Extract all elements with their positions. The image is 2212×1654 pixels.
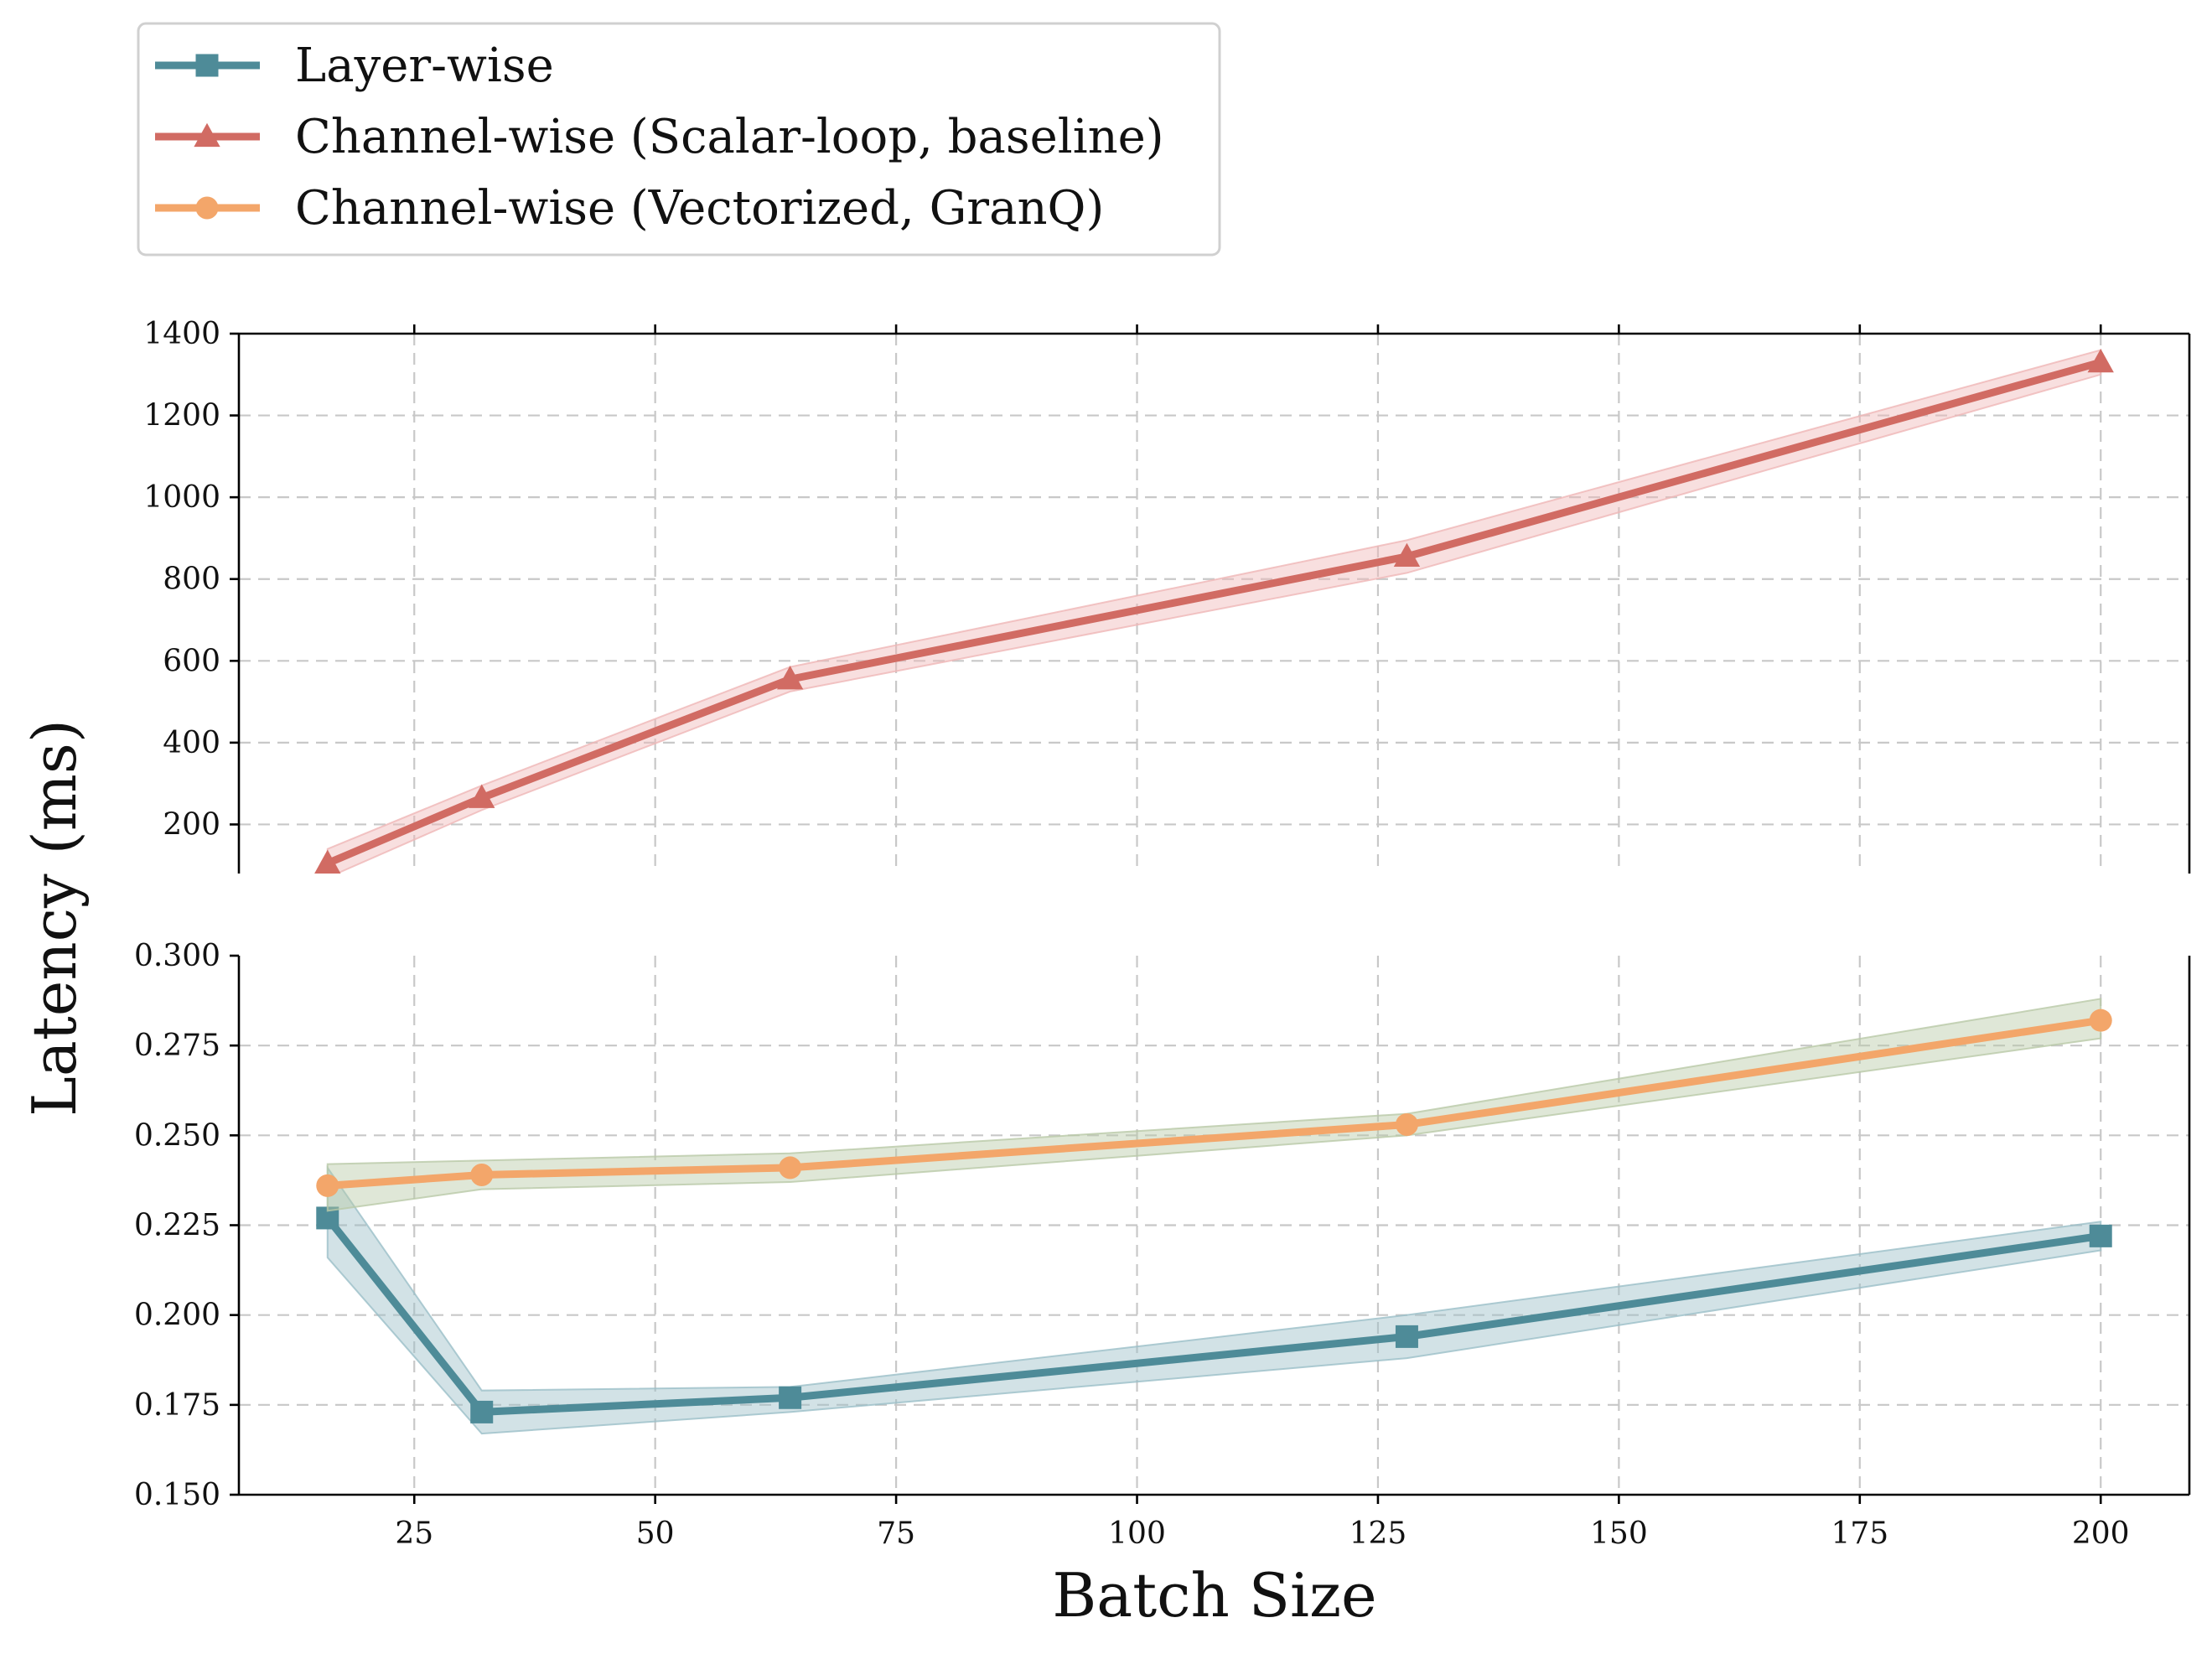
lower-y-tick-label: 0.275	[134, 1029, 220, 1063]
x-axis-label: Batch Size	[1052, 1560, 1376, 1631]
x-tick-label: 25	[395, 1517, 433, 1551]
x-tick-label: 100	[1108, 1517, 1166, 1551]
legend-label: Layer-wise	[295, 39, 554, 93]
channel_vec-data-point	[470, 1163, 494, 1186]
channel_vec-data-point	[2089, 1008, 2112, 1032]
layer-data-point	[1395, 1325, 1418, 1348]
legend-frame	[137, 22, 1221, 257]
channel_vec-data-point	[779, 1156, 802, 1180]
legend: Layer-wise Channel-wise (Scalar-loop, bas…	[137, 22, 1221, 257]
channel_scalar-confidence-band	[326, 349, 2102, 874]
legend-marker	[194, 122, 220, 148]
layer-data-point	[470, 1400, 494, 1423]
channel_scalar-data-point	[314, 849, 341, 874]
legend-item-channel_scalar: Channel-wise (Scalar-loop, baseline)	[155, 110, 1164, 164]
channel_scalar-data-point	[469, 784, 495, 808]
legend-marker	[195, 54, 219, 77]
layer-data-point	[779, 1386, 802, 1409]
legend-label: Channel-wise (Vectorized, GranQ)	[295, 181, 1104, 236]
x-tick-label: 150	[1590, 1517, 1648, 1551]
lower-y-tick-label: 0.250	[134, 1118, 220, 1153]
legend-item-channel_vec: Channel-wise (Vectorized, GranQ)	[155, 181, 1104, 236]
lower-y-tick-label: 0.225	[134, 1209, 220, 1243]
upper-y-tick-label: 1400	[143, 317, 220, 351]
legend-marker	[195, 196, 219, 220]
lower-y-tick-label: 0.150	[134, 1478, 220, 1512]
y-axis-label: Latency (ms)	[19, 719, 90, 1117]
lower-y-tick-label: 0.175	[134, 1388, 220, 1423]
legend-label: Channel-wise (Scalar-loop, baseline)	[295, 110, 1164, 164]
channel_vec-confidence-band	[326, 998, 2102, 1212]
channel_scalar-data-point	[776, 666, 804, 690]
channel_scalar-data-point	[2087, 348, 2114, 373]
legend-item-layer: Layer-wise	[155, 39, 554, 93]
lower-y-tick-label: 0.300	[134, 939, 220, 973]
channel_vec-data-point	[1395, 1112, 1418, 1136]
lower-y-tick-label: 0.200	[134, 1299, 220, 1333]
channel_scalar-series-line	[324, 358, 2105, 868]
upper-y-tick-label: 600	[163, 644, 220, 678]
x-tick-label: 175	[1831, 1517, 1888, 1551]
channel_scalar-data-point	[1393, 542, 1421, 568]
x-tick-label: 75	[877, 1517, 915, 1551]
upper-y-tick-label: 200	[163, 807, 220, 842]
upper-y-tick-label: 1200	[143, 399, 220, 433]
channel_vec-data-point	[316, 1174, 339, 1197]
upper-y-tick-label: 1000	[143, 480, 220, 515]
x-tick-label: 125	[1349, 1517, 1407, 1551]
x-tick-label: 200	[2072, 1517, 2130, 1551]
upper-y-tick-label: 400	[163, 726, 220, 760]
layer-confidence-band	[326, 1164, 2102, 1435]
lower-panel: 0.150 0.175 0.200 0.225 0.250 0.275 0.300 25 50 7…	[134, 939, 2191, 1551]
upper-panel: 200 400 600 800 1000 1200 1400	[143, 317, 2191, 874]
layer-data-point	[2089, 1224, 2112, 1247]
x-tick-label: 50	[636, 1517, 675, 1551]
upper-y-tick-label: 800	[163, 563, 220, 597]
